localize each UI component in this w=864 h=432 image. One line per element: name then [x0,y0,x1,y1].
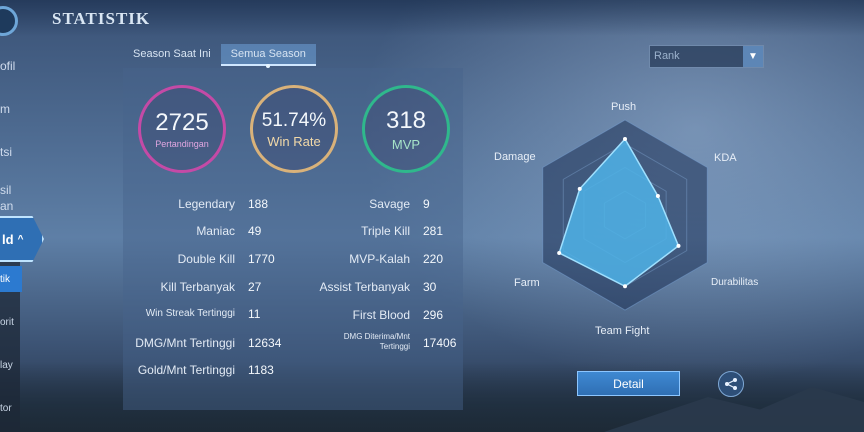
radar-svg [542,119,708,311]
stat-label-double-kill: Double Kill [177,252,235,266]
stat-label-dmg-mnt: DMG/Mnt Tertinggi [135,336,235,350]
winrate-ring: 51.74% Win Rate [250,85,338,173]
stat-label-kill-terbanyak: Kill Terbanyak [160,280,235,294]
stat-label-triple-kill: Triple Kill [361,224,410,238]
page-title: STATISTIK [52,9,151,28]
sidebar-item-active[interactable]: ld ^ [0,216,44,262]
matches-ring: 2725 Pertandingan [138,85,226,173]
stat-value-dmg-diterima: 17406 [423,336,457,350]
radar-label-farm: Farm [514,277,540,289]
stat-label-gold-mnt: Gold/Mnt Tertinggi [137,363,235,377]
share-button[interactable] [718,371,744,397]
detail-button[interactable]: Detail [577,371,680,396]
stat-value-assist-terbanyak: 30 [423,280,437,294]
sidebar-subitem-statistik[interactable]: tik [0,266,22,292]
stat-value-kill-terbanyak: 27 [248,280,262,294]
stat-value-first-blood: 296 [423,308,444,322]
rank-dropdown[interactable]: Rank ▼ [649,45,764,68]
rank-dropdown-value: Rank [654,50,680,62]
stat-value-maniac: 49 [248,224,262,238]
stat-label-win-streak: Win Streak Tertinggi [145,308,235,319]
radar-chart [480,95,770,345]
radar-point-kda [655,194,660,198]
stat-label-legendary: Legendary [178,197,235,211]
matches-value: 2725 [155,109,209,136]
sidebar-item-tsi[interactable]: tsi [0,145,12,159]
chevron-up-icon: ^ [17,233,24,245]
mvp-ring: 318 MVP [362,85,450,173]
stat-value-dmg-mnt: 12634 [248,336,282,350]
share-icon [725,378,737,390]
tab-current-season[interactable]: Season Saat Ini [133,48,211,60]
stat-label-dmg-diterima: DMG Diterima/Mnt Tertinggi [343,332,410,351]
stat-value-legendary: 188 [248,197,269,211]
stat-value-triple-kill: 281 [423,224,444,238]
stat-value-double-kill: 1770 [248,252,275,266]
chevron-down-icon: ▼ [743,46,763,67]
stat-label-mvp-kalah: MVP-Kalah [349,252,410,266]
stat-label-savage: Savage [369,197,410,211]
radar-label-kda: KDA [714,152,737,164]
radar-point-team-fight [623,284,627,289]
stat-value-gold-mnt: 1183 [248,363,274,377]
radar-point-farm [557,251,562,255]
stat-label-first-blood: First Blood [352,308,410,322]
sidebar-active-label: ld [2,231,14,247]
stat-label-maniac: Maniac [196,224,235,238]
sidebar-subitem-tor[interactable]: tor [0,403,12,414]
sidebar-item-m[interactable]: m [0,102,10,116]
sidebar-subitem-favorit[interactable]: orit [0,317,14,328]
winrate-value: 51.74% [261,109,327,131]
sidebar-item-sil-an[interactable]: sil an [0,183,14,213]
back-button[interactable] [0,6,18,36]
stat-value-savage: 9 [423,197,430,211]
top-bar: STATISTIK [0,0,864,36]
sidebar-item-profile[interactable]: ofil [0,59,16,73]
radar-label-damage: Damage [494,151,536,163]
radar-label-team-fight: Team Fight [595,325,650,337]
sidebar: ofil m tsi sil an [0,40,28,432]
winrate-label: Win Rate [267,133,321,149]
stat-label-assist-terbanyak: Assist Terbanyak [319,280,411,294]
radar-label-push: Push [611,101,637,113]
mvp-label: MVP [391,136,421,152]
mvp-value: 318 [385,106,427,134]
radar-label-durabilitas: Durabilitas [711,277,759,288]
tab-all-season[interactable]: Semua Season [220,44,316,68]
radar-point-damage [577,186,582,191]
matches-label: Pertandingan [155,139,209,149]
radar-point-durabilitas [676,243,681,248]
sidebar-subpanel [0,262,20,432]
radar-point-push [623,137,627,141]
stat-value-win-streak: 11 [248,307,261,321]
sidebar-subitem-replay[interactable]: lay [0,360,13,371]
stat-value-mvp-kalah: 220 [423,252,444,266]
season-tabs: Season Saat Ini Semua Season [123,44,316,68]
